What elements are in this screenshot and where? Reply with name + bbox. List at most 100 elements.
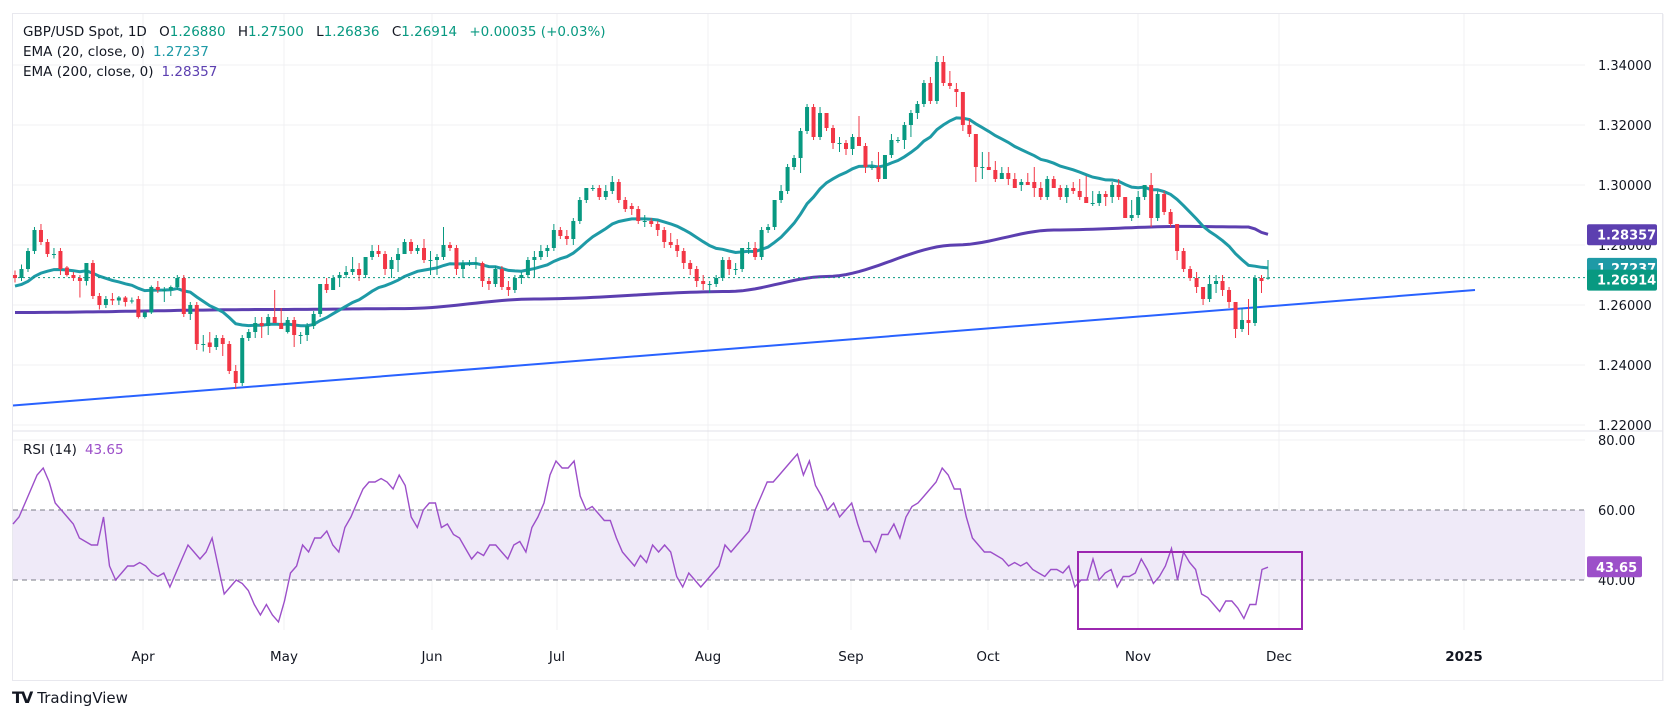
ema20-line bbox=[14, 116, 1269, 328]
ema20-legend[interactable]: EMA (20, close, 0) 1.27237 bbox=[23, 44, 209, 60]
candle bbox=[123, 296, 128, 307]
candle-body bbox=[1233, 302, 1238, 329]
candle bbox=[486, 278, 491, 290]
candle bbox=[882, 155, 887, 179]
candle-body bbox=[415, 248, 420, 251]
candle bbox=[538, 245, 543, 260]
candle bbox=[921, 80, 926, 107]
candle-body bbox=[149, 287, 154, 313]
candle-body bbox=[1103, 194, 1108, 197]
candle bbox=[1051, 176, 1056, 188]
candle-body bbox=[1025, 182, 1030, 185]
candle bbox=[1149, 173, 1154, 227]
candle bbox=[564, 230, 569, 245]
candle-body bbox=[454, 248, 459, 269]
candle bbox=[77, 275, 82, 298]
candle-body bbox=[84, 263, 89, 281]
rsi-tick-label: 60.00 bbox=[1598, 504, 1635, 519]
candle bbox=[51, 248, 56, 259]
price-badge-bg bbox=[1587, 224, 1657, 246]
candle bbox=[675, 239, 680, 257]
candle-body bbox=[681, 251, 686, 263]
tradingview-brand[interactable]: TV TradingView bbox=[12, 688, 128, 707]
candle-body bbox=[376, 251, 381, 254]
candle-body bbox=[545, 248, 550, 251]
candle bbox=[1162, 191, 1167, 215]
candle bbox=[311, 311, 316, 329]
candle-body bbox=[201, 344, 206, 345]
candle-body bbox=[162, 290, 167, 291]
candle bbox=[460, 260, 465, 278]
rsi-value-badge[interactable]: 43.65 bbox=[1587, 556, 1642, 578]
candle-body bbox=[402, 242, 407, 254]
candle bbox=[636, 206, 641, 224]
time-tick-label: Apr bbox=[131, 649, 155, 665]
candle bbox=[792, 155, 797, 170]
candle-body bbox=[876, 167, 881, 179]
candle-body bbox=[389, 260, 394, 269]
candle-body bbox=[934, 62, 939, 101]
candle bbox=[772, 200, 777, 230]
candle bbox=[1142, 185, 1147, 200]
candle bbox=[915, 101, 920, 119]
rsi-badge-label: 43.65 bbox=[1596, 561, 1637, 576]
rsi-legend[interactable]: RSI (14) 43.65 bbox=[23, 442, 124, 458]
candle-body bbox=[142, 312, 147, 317]
ema200-legend[interactable]: EMA (200, close, 0) 1.28357 bbox=[23, 64, 217, 80]
candle bbox=[1207, 275, 1212, 302]
candle-body bbox=[38, 230, 43, 242]
candle-body bbox=[350, 269, 355, 272]
candle-body bbox=[1162, 194, 1167, 212]
ema200-badge[interactable]: 1.28357 bbox=[1587, 224, 1657, 246]
candle bbox=[545, 245, 550, 257]
candle-body bbox=[240, 338, 245, 383]
low-value: 1.26836 bbox=[323, 24, 380, 40]
candle-body bbox=[51, 254, 56, 255]
ema20-label: EMA (20, close, 0) bbox=[23, 44, 145, 60]
candle bbox=[1123, 197, 1128, 218]
candle bbox=[1006, 167, 1011, 185]
candle-body bbox=[512, 278, 517, 290]
candle bbox=[25, 248, 30, 272]
candle bbox=[337, 272, 342, 287]
candle-body bbox=[272, 317, 277, 323]
high-label: H bbox=[237, 24, 249, 40]
candle-body bbox=[779, 191, 784, 200]
candle bbox=[714, 275, 719, 287]
candle bbox=[1077, 179, 1082, 200]
price-tick-label: 1.22000 bbox=[1598, 419, 1652, 434]
price-badge-bg bbox=[1587, 269, 1657, 291]
candle-body bbox=[434, 257, 439, 260]
candle bbox=[571, 218, 576, 245]
candle-body bbox=[1045, 179, 1050, 197]
candle-body bbox=[1181, 251, 1186, 269]
candle bbox=[733, 263, 738, 275]
candle-body bbox=[155, 287, 160, 290]
candle-body bbox=[759, 230, 764, 257]
candle bbox=[519, 272, 524, 284]
candle bbox=[90, 260, 95, 299]
candle bbox=[818, 107, 823, 140]
candle bbox=[850, 134, 855, 155]
candle bbox=[305, 323, 310, 341]
candle-body bbox=[460, 263, 465, 269]
candle bbox=[447, 242, 452, 251]
rsi-tick-label: 80.00 bbox=[1598, 434, 1635, 449]
candle-body bbox=[941, 62, 946, 83]
candle bbox=[831, 125, 836, 149]
candle bbox=[895, 137, 900, 143]
candle-body bbox=[1240, 320, 1245, 329]
open-label: O bbox=[159, 24, 170, 40]
candle-body bbox=[863, 146, 868, 167]
candle bbox=[1136, 191, 1141, 218]
candle bbox=[1084, 176, 1089, 203]
candle-body bbox=[32, 230, 37, 251]
close-badge[interactable]: 1.26914 bbox=[1587, 269, 1657, 291]
candle bbox=[201, 335, 206, 352]
candle bbox=[1266, 260, 1270, 280]
candle-body bbox=[58, 251, 63, 269]
candle bbox=[811, 104, 816, 140]
time-tick-label: Jun bbox=[420, 649, 442, 665]
candle bbox=[681, 248, 686, 269]
